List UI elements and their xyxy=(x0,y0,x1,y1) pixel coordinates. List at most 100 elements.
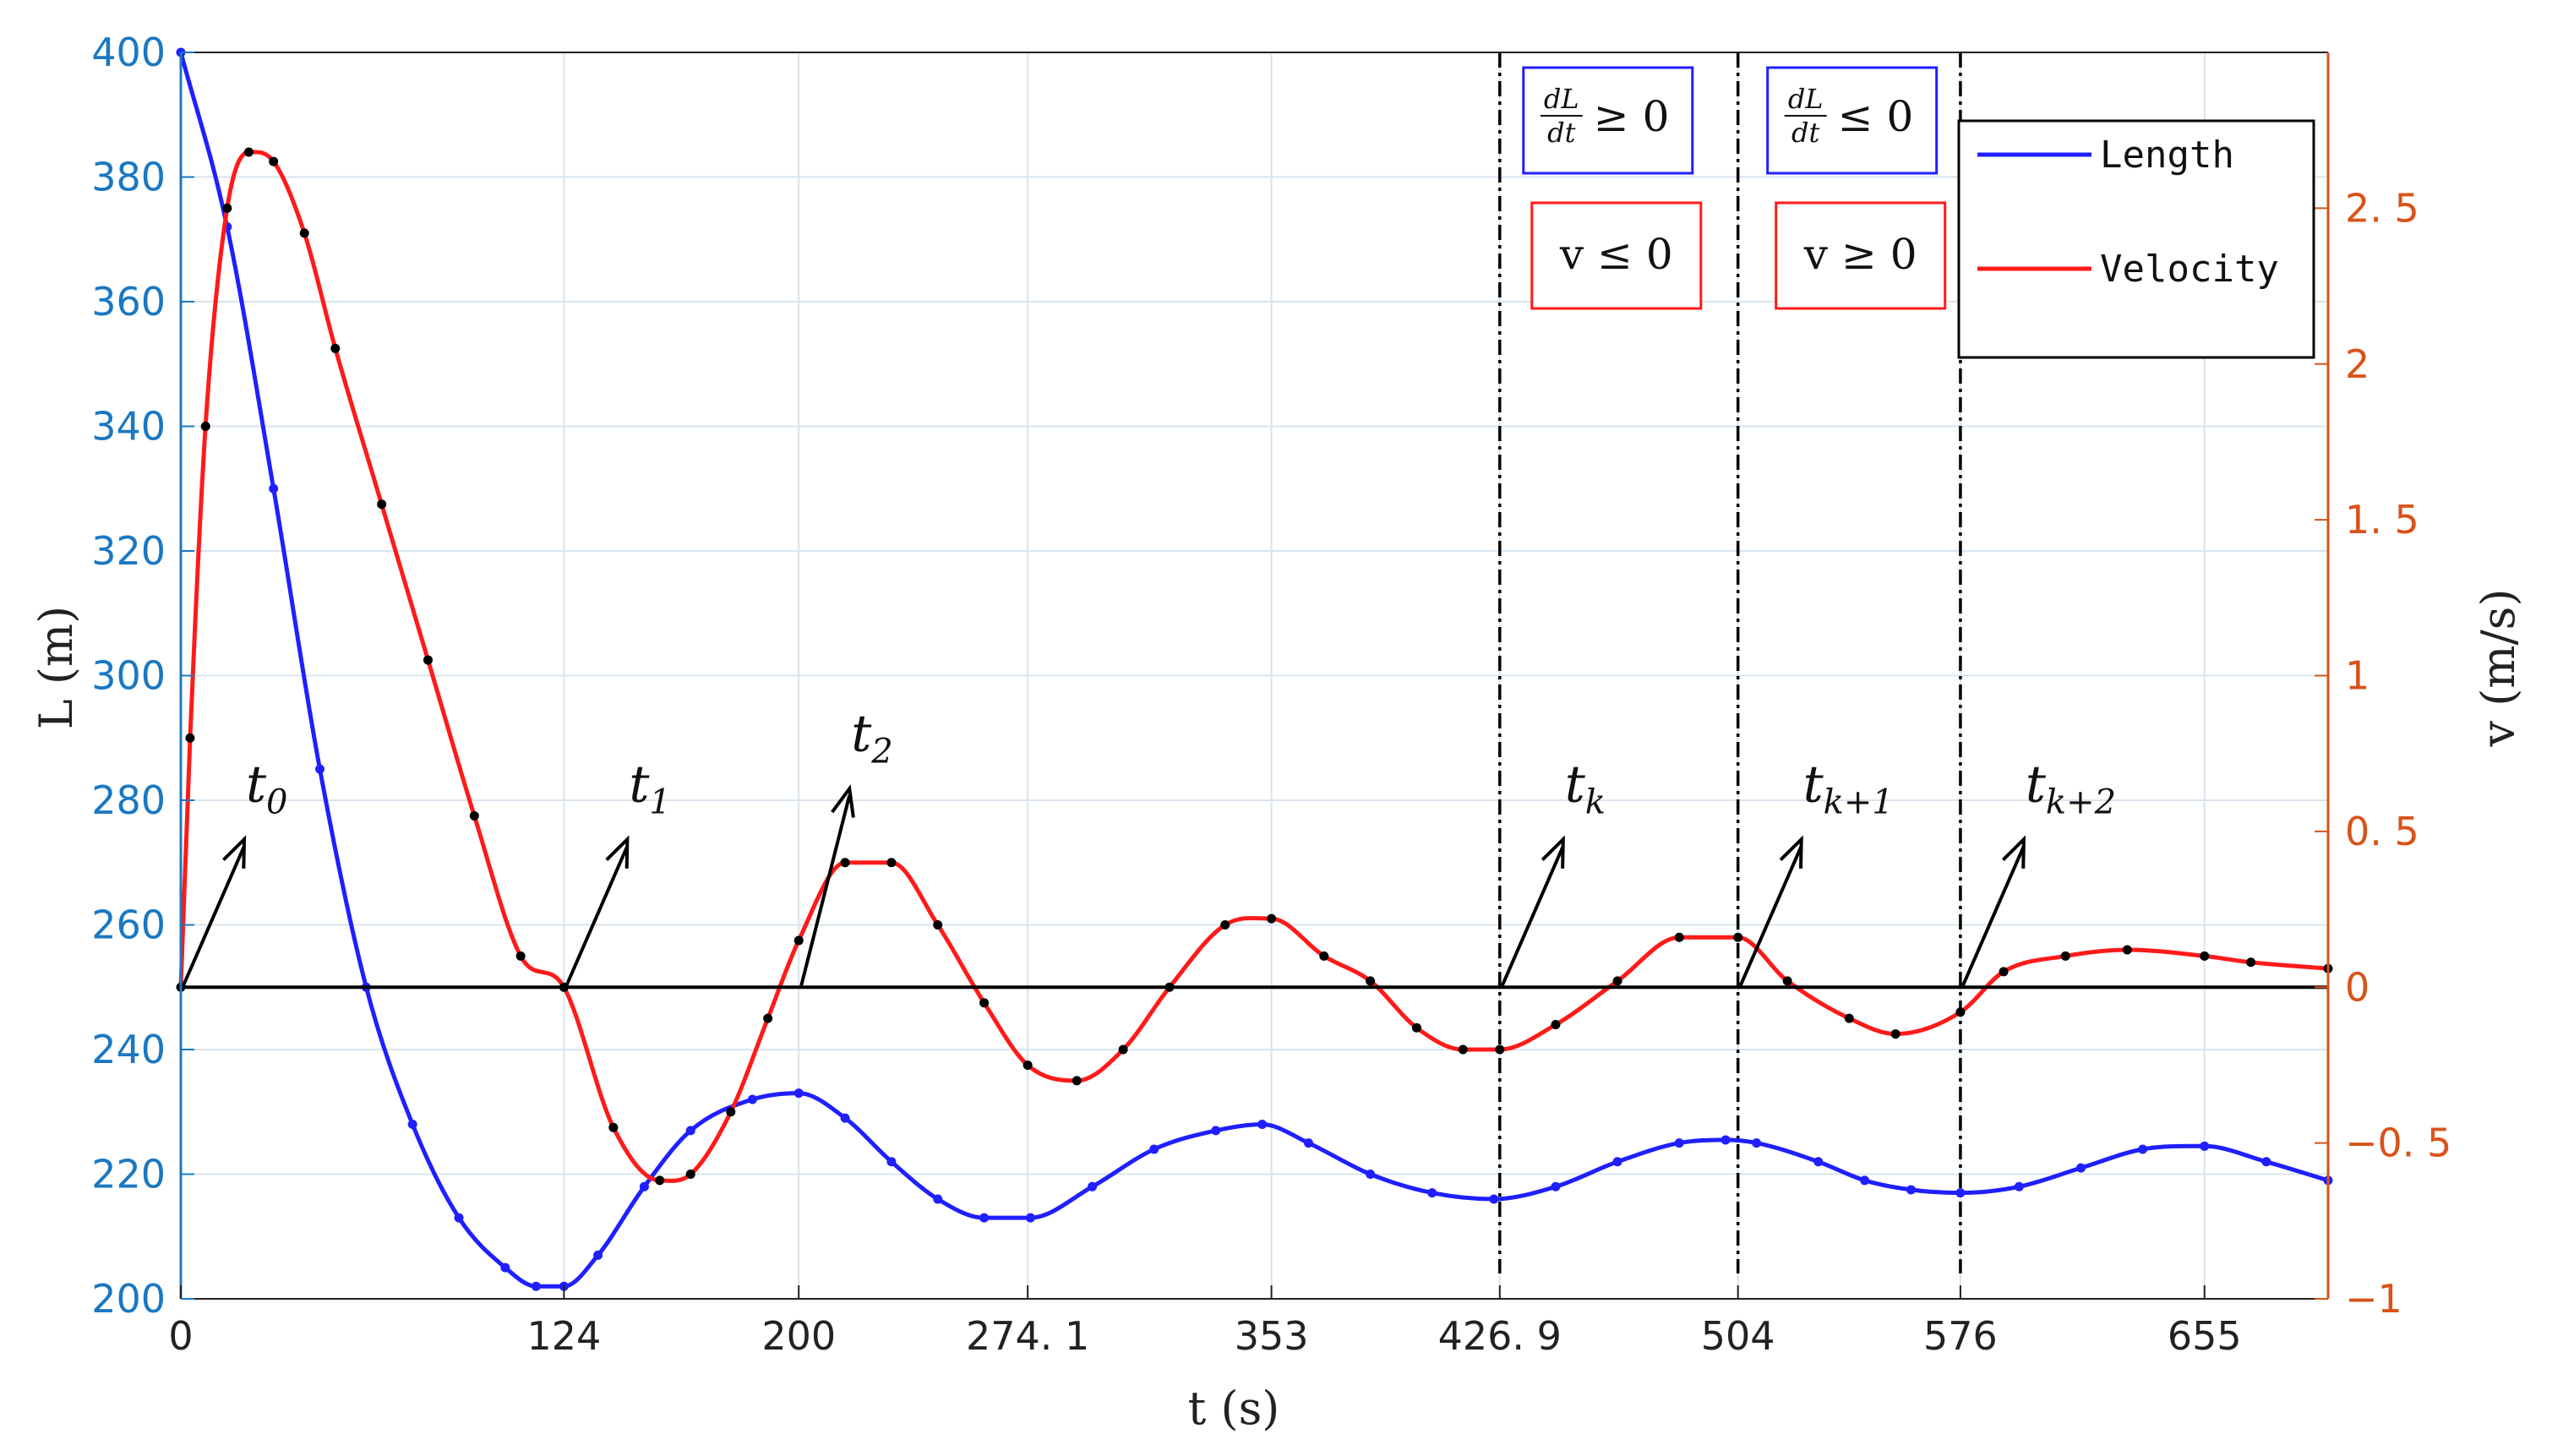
data-point-length xyxy=(531,1281,541,1291)
data-point-length xyxy=(1303,1138,1313,1148)
legend-label-length: Length xyxy=(2100,134,2234,177)
data-point-velocity xyxy=(793,935,804,946)
data-point-velocity xyxy=(222,203,232,213)
y-right-tick-label: 1 xyxy=(2345,653,2369,699)
data-point-length xyxy=(1612,1157,1622,1167)
derivative-condition-text: ≤ 0 xyxy=(1838,92,1914,141)
y-left-tick-label: 280 xyxy=(91,777,166,823)
data-point-length xyxy=(2014,1181,2024,1192)
annotation-arrow-head xyxy=(1779,835,1803,869)
data-point-length xyxy=(793,1088,804,1099)
annotation-arrow-line xyxy=(1738,845,1803,987)
annotation-arrow-head xyxy=(1541,835,1565,869)
annotation-arrow-head xyxy=(605,835,630,869)
data-point-velocity xyxy=(933,920,943,930)
data-point-velocity xyxy=(1220,920,1230,930)
annotation-label-subscript: k+2 xyxy=(2046,783,2116,821)
data-point-length xyxy=(933,1194,943,1204)
y-left-tick-label: 260 xyxy=(91,903,166,948)
data-point-velocity xyxy=(185,733,195,743)
data-point-velocity xyxy=(1844,1013,1854,1023)
data-point-length xyxy=(1088,1181,1098,1192)
derivative-denominator: dt xyxy=(1547,117,1575,149)
data-point-velocity xyxy=(1118,1044,1128,1055)
derivative-denominator: dt xyxy=(1791,117,1819,149)
annotation-label: t xyxy=(851,704,872,763)
data-point-length xyxy=(593,1250,603,1260)
data-point-velocity xyxy=(330,343,341,353)
derivative-numerator: dL xyxy=(1544,83,1579,115)
data-point-length xyxy=(2261,1157,2271,1167)
data-point-length xyxy=(269,483,279,494)
data-point-velocity xyxy=(2122,945,2132,955)
data-point-velocity xyxy=(1733,932,1743,942)
y-axis-label-left: L (m) xyxy=(30,606,83,729)
annotation-label: t xyxy=(1803,755,1824,814)
axes: 0 124 200 274. 1 353 426. 9 504 576 655200220240… xyxy=(91,30,2451,1359)
data-point-velocity xyxy=(377,499,387,510)
y-left-tick-label: 380 xyxy=(91,155,166,200)
data-point-length xyxy=(747,1094,757,1104)
data-point-velocity xyxy=(1458,1044,1468,1055)
data-point-velocity xyxy=(2060,951,2070,961)
y-right-tick-label: 0 xyxy=(2345,964,2369,1010)
data-point-velocity xyxy=(1551,1020,1561,1029)
annotation-label-subscript: k xyxy=(1585,783,1606,821)
x-axis-label: t (s) xyxy=(1188,1382,1280,1435)
x-tick-label: 200 xyxy=(761,1313,836,1359)
data-point-length xyxy=(1366,1170,1376,1179)
data-point-length xyxy=(454,1213,464,1223)
data-point-length xyxy=(1211,1126,1221,1136)
y-left-tick-label: 360 xyxy=(91,279,166,324)
data-point-velocity xyxy=(1022,1060,1033,1070)
data-point-velocity xyxy=(1319,951,1329,961)
y-right-tick-label: 2. 5 xyxy=(2345,185,2419,231)
data-point-length xyxy=(1955,1188,1966,1198)
data-point-length xyxy=(1427,1188,1437,1198)
x-tick-label: 353 xyxy=(1235,1313,1309,1359)
y-right-tick-label: 1. 5 xyxy=(2345,497,2419,543)
legend-label-velocity: Velocity xyxy=(2100,248,2279,291)
y-left-tick-label: 300 xyxy=(91,653,166,699)
y-right-tick-label: −0. 5 xyxy=(2345,1121,2451,1166)
data-point-length xyxy=(840,1113,850,1123)
data-point-length xyxy=(1551,1181,1561,1192)
annotation-arrow-line xyxy=(1500,845,1565,987)
plot-area xyxy=(176,47,2333,1291)
annotation-arrow-head xyxy=(222,835,247,869)
condition-box-velocity xyxy=(1775,201,1947,310)
data-point-length xyxy=(2200,1141,2210,1151)
data-point-velocity xyxy=(726,1107,736,1117)
data-point-velocity xyxy=(763,1013,773,1023)
annotation-label-subscript: 2 xyxy=(870,732,892,771)
annotation-label: t xyxy=(629,755,650,814)
y-right-tick-label: 2 xyxy=(2345,341,2369,387)
data-point-velocity xyxy=(469,810,479,821)
data-point-length xyxy=(1025,1213,1035,1223)
annotation-arrow-line xyxy=(182,845,246,987)
y-left-tick-label: 400 xyxy=(91,30,166,75)
derivative-numerator: dL xyxy=(1788,83,1824,115)
data-point-length xyxy=(1860,1175,1870,1186)
data-point-length xyxy=(2138,1144,2148,1154)
x-tick-label: 0 xyxy=(168,1313,193,1359)
data-point-velocity xyxy=(979,998,990,1008)
data-point-length xyxy=(2076,1163,2086,1173)
annotation-label: t xyxy=(1565,755,1586,814)
annotation-arrow-line xyxy=(799,794,852,986)
annotation-label: t xyxy=(2026,755,2047,814)
data-point-velocity xyxy=(685,1170,695,1179)
condition-box-velocity xyxy=(1530,201,1703,310)
data-point-velocity xyxy=(1955,1007,1966,1017)
data-point-velocity xyxy=(608,1122,619,1132)
data-point-velocity xyxy=(269,156,279,166)
legend: Length Velocity xyxy=(1957,119,2315,359)
data-point-length xyxy=(407,1120,417,1129)
condition-box-derivative xyxy=(1766,66,1939,175)
annotation-label-subscript: 1 xyxy=(649,783,670,821)
derivative-condition-text: ≥ 0 xyxy=(1594,92,1670,141)
annotation-arrow-head xyxy=(2001,835,2026,869)
data-point-velocity xyxy=(515,951,526,961)
data-point-velocity xyxy=(423,655,433,665)
